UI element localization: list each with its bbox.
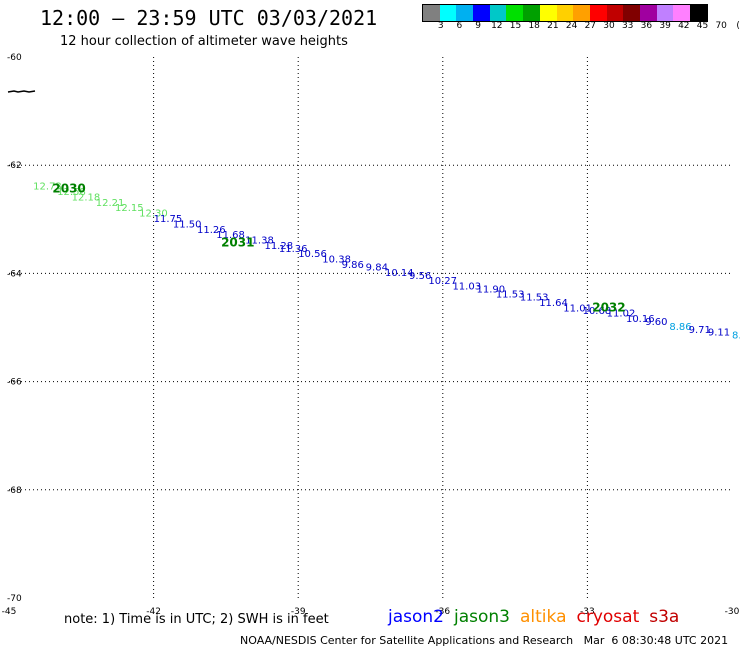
x-tick-label: -42	[146, 607, 161, 617]
legend-label: 30	[603, 21, 615, 31]
x-tick-label: -45	[2, 607, 17, 617]
pass-label: 2030	[52, 181, 85, 195]
wave-height-label: 10.38	[322, 255, 351, 266]
footer-credit-text: NOAA/NESDIS Center for Satellite Applica…	[240, 634, 574, 647]
legend-swatch	[656, 5, 674, 21]
legend-swatch	[589, 5, 607, 21]
wave-height-label: 11.53	[496, 290, 525, 301]
legend-label: 12	[491, 21, 503, 31]
map-title: 12:00 – 23:59 UTC 03/03/2021	[40, 6, 378, 30]
wave-height-label: 9.71	[689, 325, 711, 336]
y-tick-label: -64	[7, 269, 22, 279]
legend-label: 3	[437, 21, 444, 31]
legend-unit: (ft)	[736, 21, 740, 31]
legend-swatch	[423, 5, 440, 21]
satellite-jason3: jason3	[454, 607, 510, 627]
y-tick-label: -60	[7, 53, 22, 63]
wave-height-label: 11.38	[245, 236, 274, 247]
footer-credit: NOAA/NESDIS Center for Satellite Applica…	[240, 634, 728, 647]
wave-height-label: 9.86	[342, 260, 364, 271]
legend-swatch	[639, 5, 657, 21]
legend-label: 27	[584, 21, 597, 31]
wave-height-label: 12.58	[57, 187, 86, 198]
note-text: note: 1) Time is in UTC; 2) SWH is in fe…	[64, 612, 329, 627]
wave-height-label: 12.30	[139, 209, 168, 220]
wave-height-label: 12.15	[115, 203, 144, 214]
legend-swatch	[506, 5, 524, 21]
wave-height-label: 9.56	[409, 271, 431, 282]
wave-height-label: 11.28	[264, 241, 293, 252]
satellite-legend: jason2 jason3 altika cryosat s3a	[388, 607, 689, 627]
legend-label: 39	[659, 21, 671, 31]
y-tick-label: -68	[7, 486, 22, 496]
wave-height-label: 11.02	[607, 309, 636, 320]
wave-height-label: 11.90	[477, 284, 506, 295]
wave-height-label: 11.50	[173, 219, 202, 230]
wave-height-label: 10.14	[385, 268, 414, 279]
legend-label: 36	[640, 21, 653, 31]
satellite-cryosat: cryosat	[576, 607, 640, 627]
wave-height-label: 11.64	[539, 298, 568, 309]
y-tick-label: -62	[7, 161, 22, 171]
legend-label: 70	[715, 21, 727, 31]
x-tick-label: -30	[725, 607, 740, 617]
satellite-s3a: s3a	[649, 607, 680, 627]
wave-height-label: 11.01	[563, 303, 592, 314]
wave-height-label: 11.53	[520, 292, 549, 303]
legend-label: 15	[509, 21, 522, 31]
footer-timestamp: Mar 6 08:30:48 UTC 2021	[583, 634, 729, 647]
wave-height-label: 8.94	[732, 330, 740, 341]
color-legend	[422, 4, 708, 22]
wave-height-label: 11.03	[452, 282, 481, 293]
legend-swatch	[539, 5, 557, 21]
legend-swatch	[673, 5, 690, 21]
wave-height-label: 11.26	[197, 225, 226, 236]
pass-label: 2031	[221, 235, 254, 249]
legend-swatch	[690, 5, 707, 21]
legend-label: 21	[547, 21, 559, 31]
wave-height-label: 9.84	[366, 263, 388, 274]
x-tick-label: -39	[291, 607, 306, 617]
coastline-shape	[7, 90, 36, 93]
legend-swatch	[556, 5, 574, 21]
legend-label: 42	[678, 21, 690, 31]
legend-swatch	[473, 5, 490, 21]
wave-height-label: 12.21	[96, 198, 125, 209]
y-tick-label: -70	[7, 594, 22, 604]
satellite-altika: altika	[520, 607, 567, 627]
legend-swatch	[456, 5, 474, 21]
wave-height-label: 9.11	[708, 328, 730, 339]
legend-swatch	[573, 5, 590, 21]
x-tick-label: -33	[580, 607, 595, 617]
map-subtitle: 12 hour collection of altimeter wave hei…	[60, 34, 348, 49]
wave-height-label: 10.68	[583, 306, 612, 317]
satellite-jason2: jason2	[388, 607, 444, 627]
legend-label: 18	[528, 21, 540, 31]
wave-height-label: 10.27	[428, 276, 457, 287]
x-tick-label: -36	[435, 607, 450, 617]
wave-height-label: 10.16	[626, 314, 655, 325]
legend-swatch	[606, 5, 624, 21]
wave-height-label: 8.86	[669, 322, 691, 333]
legend-label: 9	[475, 21, 481, 31]
wave-height-label: 10.56	[298, 249, 327, 260]
y-tick-label: -66	[7, 378, 22, 388]
wave-height-label: 9.60	[645, 317, 667, 328]
legend-label: 45	[696, 21, 709, 31]
legend-label: 33	[621, 21, 634, 31]
legend-label: 6	[456, 21, 463, 31]
wave-height-label: 11.36	[279, 244, 308, 255]
legend-swatch	[489, 5, 507, 21]
pass-label: 2032	[592, 300, 625, 314]
legend-swatch	[523, 5, 540, 21]
wave-height-label: 11.68	[216, 230, 245, 241]
legend-swatch	[439, 5, 457, 21]
wave-height-label: 12.18	[72, 192, 101, 203]
wave-height-label: 11.75	[154, 214, 183, 225]
legend-swatch	[623, 5, 640, 21]
legend-label: 24	[565, 21, 578, 31]
wave-height-label: 12.73	[33, 182, 62, 193]
